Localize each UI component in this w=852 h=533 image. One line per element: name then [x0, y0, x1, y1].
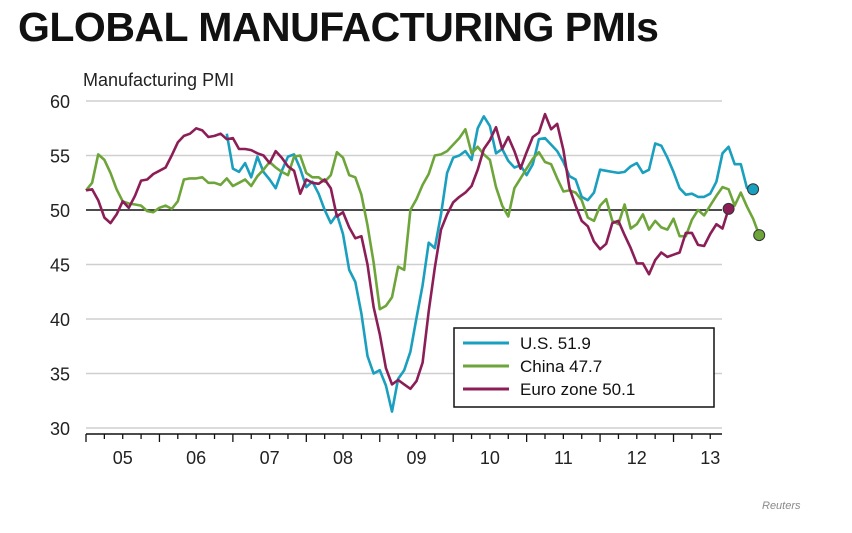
y-tick-label: 40 [50, 310, 70, 330]
y-axis-label: Manufacturing PMI [83, 70, 234, 90]
x-axis: 05 06 07 08 09 10 11 12 13 [85, 433, 722, 468]
y-tick-label: 60 [50, 92, 70, 112]
endpoint-dot-us [747, 183, 760, 196]
chart-title: GLOBAL MANUFACTURING PMIs [18, 4, 659, 50]
x-tick-label: 08 [333, 448, 353, 468]
y-tick-label: 50 [50, 201, 70, 221]
x-tick-label: 09 [406, 448, 426, 468]
x-tick-label: 06 [186, 448, 206, 468]
legend-label-us: U.S. 51.9 [520, 334, 591, 353]
y-tick-label: 55 [50, 147, 70, 167]
endpoint-dot-euro-zone [722, 202, 735, 215]
source-credit: Reuters [762, 500, 801, 512]
legend-label-euro-zone: Euro zone 50.1 [520, 380, 635, 399]
series-lines [84, 112, 761, 413]
y-tick-label: 35 [50, 365, 70, 385]
legend-label-china: China 47.7 [520, 357, 602, 376]
y-tick-label: 45 [50, 256, 70, 276]
x-tick-label: 12 [627, 448, 647, 468]
x-tick-label: 13 [700, 448, 720, 468]
x-tick-label: 05 [113, 448, 133, 468]
endpoint-markers [722, 183, 766, 242]
series-line-us [225, 115, 754, 413]
y-tick-labels: 60 55 50 45 40 35 30 [50, 92, 70, 439]
x-tick-label: 07 [260, 448, 280, 468]
y-tick-label: 30 [50, 419, 70, 439]
series-line-china [84, 128, 761, 311]
legend: U.S. 51.9 China 47.7 Euro zone 50.1 [453, 327, 715, 408]
x-tick-label: 11 [554, 448, 573, 468]
x-tick-label: 10 [480, 448, 500, 468]
series-line-euro-zone [85, 112, 730, 391]
endpoint-dot-china [753, 229, 766, 242]
